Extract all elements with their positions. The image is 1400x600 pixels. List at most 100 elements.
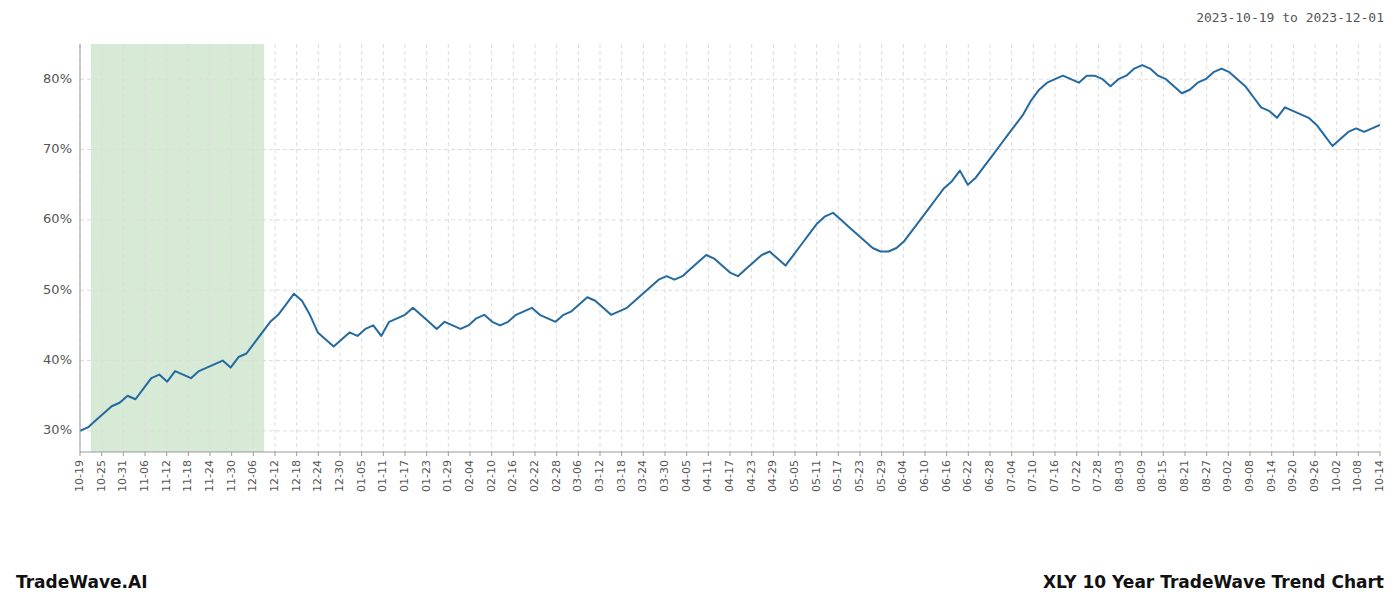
x-tick-mark xyxy=(881,452,882,456)
x-tick-mark xyxy=(318,452,319,456)
x-tick-mark xyxy=(621,452,622,456)
x-tick-label: 07-16 xyxy=(1048,460,1061,492)
x-tick-mark xyxy=(470,452,471,456)
x-tick-mark xyxy=(1380,452,1381,456)
x-tick-mark xyxy=(1293,452,1294,456)
x-tick-label: 04-11 xyxy=(701,460,714,492)
x-tick-label: 09-08 xyxy=(1243,460,1256,492)
x-grid-line xyxy=(405,44,406,452)
x-tick-mark xyxy=(925,452,926,456)
x-grid-line xyxy=(903,44,904,452)
x-tick-label: 12-30 xyxy=(333,460,346,492)
x-tick-label: 01-29 xyxy=(441,460,454,492)
x-tick-mark xyxy=(296,452,297,456)
x-grid-line xyxy=(1055,44,1056,452)
x-tick-label: 06-04 xyxy=(896,460,909,492)
x-tick-mark xyxy=(123,452,124,456)
x-tick-mark xyxy=(166,452,167,456)
x-tick-label: 12-24 xyxy=(311,460,324,492)
x-grid-line xyxy=(1293,44,1294,452)
x-tick-mark xyxy=(1055,452,1056,456)
x-tick-label: 08-03 xyxy=(1113,460,1126,492)
x-grid-line xyxy=(383,44,384,452)
x-tick-label: 11-18 xyxy=(181,460,194,492)
x-tick-mark xyxy=(1011,452,1012,456)
x-grid-line xyxy=(470,44,471,452)
x-tick-mark xyxy=(1228,452,1229,456)
x-tick-mark xyxy=(730,452,731,456)
x-tick-label: 06-16 xyxy=(940,460,953,492)
x-tick-label: 05-29 xyxy=(875,460,888,492)
x-tick-label: 02-22 xyxy=(528,460,541,492)
x-tick-mark xyxy=(968,452,969,456)
x-grid-line xyxy=(665,44,666,452)
y-tick-label: 40% xyxy=(43,352,72,367)
x-grid-line xyxy=(1076,44,1077,452)
axes: 30%40%50%60%70%80%10-1910-2510-3111-0611… xyxy=(43,44,1386,492)
x-tick-mark xyxy=(600,452,601,456)
x-grid-line xyxy=(708,44,709,452)
x-grid-line xyxy=(556,44,557,452)
x-tick-mark xyxy=(426,452,427,456)
x-tick-mark xyxy=(838,452,839,456)
x-tick-label: 10-02 xyxy=(1330,460,1343,492)
x-tick-mark xyxy=(405,452,406,456)
x-tick-mark xyxy=(80,452,81,456)
x-tick-label: 12-06 xyxy=(246,460,259,492)
x-grid-line xyxy=(1033,44,1034,452)
x-grid-line xyxy=(1271,44,1272,452)
x-grid-line xyxy=(925,44,926,452)
x-grid-line xyxy=(1141,44,1142,452)
x-tick-label: 02-28 xyxy=(550,460,563,492)
x-grid-line xyxy=(426,44,427,452)
x-grid-line xyxy=(123,44,124,452)
x-tick-mark xyxy=(773,452,774,456)
x-tick-mark xyxy=(946,452,947,456)
x-tick-mark xyxy=(556,452,557,456)
x-tick-label: 01-23 xyxy=(420,460,433,492)
subtitle: 2023-10-19 to 2023-12-01 xyxy=(1196,10,1384,25)
x-tick-label: 09-20 xyxy=(1286,460,1299,492)
x-tick-mark xyxy=(1098,452,1099,456)
x-tick-mark xyxy=(1271,452,1272,456)
x-tick-label: 07-28 xyxy=(1091,460,1104,492)
x-tick-label: 06-22 xyxy=(961,460,974,492)
x-grid-line xyxy=(730,44,731,452)
x-tick-mark xyxy=(1185,452,1186,456)
grid xyxy=(80,44,1380,452)
x-tick-mark xyxy=(1120,452,1121,456)
x-grid-line xyxy=(1120,44,1121,452)
x-tick-label: 05-05 xyxy=(788,460,801,492)
x-grid-line xyxy=(838,44,839,452)
annotation: TradeWave.AI xyxy=(16,572,147,592)
x-grid-line xyxy=(1250,44,1251,452)
x-tick-mark xyxy=(903,452,904,456)
x-tick-mark xyxy=(708,452,709,456)
x-tick-mark xyxy=(665,452,666,456)
x-grid-line xyxy=(166,44,167,452)
x-grid-line xyxy=(795,44,796,452)
x-tick-label: 04-17 xyxy=(723,460,736,492)
x-tick-label: 09-26 xyxy=(1308,460,1321,492)
x-grid-line xyxy=(751,44,752,452)
x-tick-mark xyxy=(535,452,536,456)
x-tick-label: 11-24 xyxy=(203,460,216,492)
line xyxy=(80,65,1380,431)
x-grid-line xyxy=(318,44,319,452)
x-grid-line xyxy=(881,44,882,452)
x-tick-label: 11-06 xyxy=(138,460,151,492)
y-axis-line xyxy=(80,44,81,452)
x-tick-mark xyxy=(361,452,362,456)
x-tick-mark xyxy=(340,452,341,456)
x-tick-mark xyxy=(1358,452,1359,456)
x-tick-mark xyxy=(643,452,644,456)
x-grid-line xyxy=(1206,44,1207,452)
x-grid-line xyxy=(1185,44,1186,452)
x-tick-label: 10-31 xyxy=(116,460,129,492)
x-tick-mark xyxy=(1206,452,1207,456)
x-grid-line xyxy=(535,44,536,452)
x-grid-line xyxy=(578,44,579,452)
x-grid-line xyxy=(1098,44,1099,452)
x-tick-mark xyxy=(231,452,232,456)
x-grid-line xyxy=(816,44,817,452)
